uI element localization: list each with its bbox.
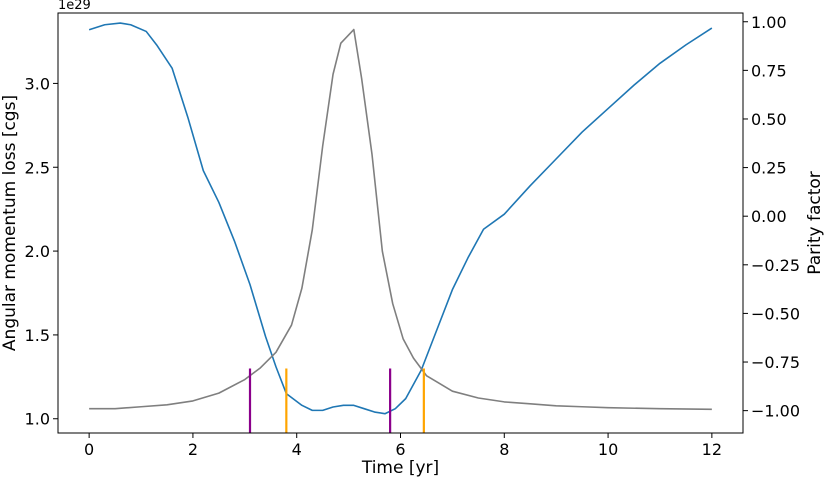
y-right-tick-label: 1.00 (751, 13, 787, 32)
x-tick-label: 0 (84, 440, 94, 459)
y-right-tick-label: −0.25 (751, 256, 800, 275)
y-left-axis-ticks: 1.0 1.5 2.0 2.5 3.0 (25, 74, 58, 429)
y-right-tick-label: 0.50 (751, 110, 787, 129)
y-right-tick-label: −1.00 (751, 402, 800, 421)
y-right-tick-label: 0.75 (751, 61, 787, 80)
lines-layer (88, 22, 713, 415)
x-axis-label: Time [yr] (361, 458, 439, 478)
plot-frame (57, 12, 744, 434)
x-axis-ticks: 0 2 4 6 8 10 12 (84, 433, 722, 459)
y-left-tick-label: 2.5 (25, 158, 50, 177)
y-left-tick-label: 1.5 (25, 326, 50, 345)
x-tick-label: 10 (598, 440, 618, 459)
series-line-angular-momentum (88, 22, 713, 415)
y-left-tick-label: 1.0 (25, 410, 50, 429)
y-right-tick-label: 0.25 (751, 159, 787, 178)
x-tick-label: 12 (702, 440, 722, 459)
y-left-tick-label: 2.0 (25, 242, 50, 261)
x-tick-label: 4 (292, 440, 302, 459)
markers-layer (248, 368, 425, 433)
y-right-tick-label: −0.75 (751, 353, 800, 372)
x-tick-label: 2 (188, 440, 198, 459)
y-right-axis-label: Parity factor (805, 171, 825, 275)
y-right-tick-label: −0.50 (751, 304, 800, 323)
y-left-axis-label: Angular momentum loss [cgs] (0, 95, 20, 351)
x-tick-label: 8 (499, 440, 509, 459)
y-left-offset-text: 1e29 (58, 0, 91, 13)
y-left-tick-label: 3.0 (25, 74, 50, 93)
y-right-tick-label: 0.00 (751, 207, 787, 226)
y-right-axis-ticks: −1.00 −0.75 −0.50 −0.25 0.00 0.25 0.50 0.75 1.00 (743, 13, 800, 421)
series-line-parity (89, 28, 712, 411)
x-tick-label: 6 (395, 440, 405, 459)
